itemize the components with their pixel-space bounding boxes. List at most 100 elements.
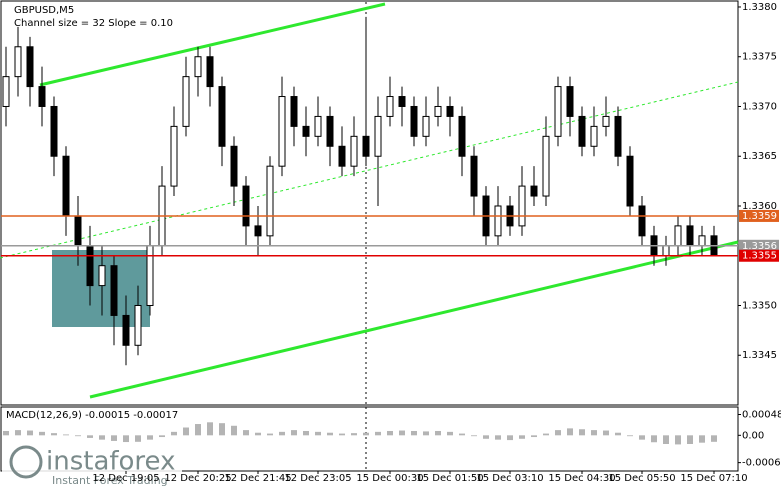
x-tick-label: 15 Dec 03:10 — [476, 473, 543, 484]
main-frame — [0, 0, 739, 406]
candle-body — [410, 105, 418, 137]
y-tick-label: 1.3375 — [742, 52, 777, 63]
macd-bar — [435, 430, 441, 436]
candle-body — [242, 185, 250, 227]
candle-body — [326, 115, 334, 147]
candle-body — [350, 135, 358, 167]
candle-body — [2, 76, 10, 107]
macd-bar — [375, 431, 381, 436]
macd-bar — [267, 433, 273, 436]
candle-body — [518, 185, 526, 227]
macd-bar — [699, 435, 705, 443]
y-tick-label: 1.3365 — [742, 151, 777, 162]
macd-bar — [399, 430, 405, 436]
macd-bar — [711, 435, 717, 442]
candle-body — [314, 115, 322, 137]
macd-bar — [327, 432, 333, 436]
candle-body — [122, 314, 130, 346]
macd-bar — [291, 430, 297, 436]
y-tick-label: 0.00048 — [742, 410, 781, 421]
candle-body — [182, 76, 190, 127]
macd-bar — [87, 435, 93, 438]
channel-lower — [89, 240, 739, 399]
macd-bar — [519, 435, 525, 439]
macd-bar — [63, 434, 69, 436]
candle-body — [374, 115, 382, 157]
candle-body — [566, 86, 574, 117]
macd-bar — [567, 428, 573, 436]
candle-body — [626, 155, 634, 207]
y-tick-label: 1.3370 — [742, 101, 777, 112]
channel-upper — [39, 2, 386, 87]
candle-body — [170, 125, 178, 187]
macd-bar — [231, 425, 237, 436]
macd-bar — [75, 435, 81, 437]
candle-body — [230, 145, 238, 187]
macd-bar — [207, 422, 213, 436]
macd-bar — [171, 431, 177, 436]
y-tick-label: 1.3350 — [742, 300, 777, 311]
price-tag — [739, 249, 779, 262]
candle-body — [62, 155, 70, 217]
candle-body — [422, 115, 430, 137]
candle-body — [446, 105, 454, 117]
macd-bar — [219, 423, 225, 436]
macd-bar — [315, 431, 321, 436]
candle-body — [290, 96, 298, 127]
macd-bar — [111, 435, 117, 441]
macd-bar — [543, 433, 549, 436]
macd-bar — [651, 435, 657, 443]
candle-body — [698, 235, 706, 247]
highlight-zone — [52, 250, 150, 327]
price-tag-label: 1.3355 — [742, 251, 777, 262]
candle-body — [278, 96, 286, 167]
x-tick-label: 15 Dec 04:30 — [548, 473, 615, 484]
macd-bar — [135, 435, 141, 442]
macd-bar — [255, 432, 261, 436]
y-tick-label: -0.00063 — [742, 458, 781, 469]
candle-body — [530, 185, 538, 197]
macd-bar — [27, 430, 33, 436]
macd-bar — [555, 430, 561, 436]
macd-bar — [663, 435, 669, 444]
chart-subtitle: Channel size = 32 Slope = 0.10 — [14, 18, 173, 29]
macd-bar — [447, 431, 453, 436]
macd-bar — [423, 431, 429, 436]
candle-body — [674, 225, 682, 247]
candle-body — [398, 96, 406, 107]
candle-body — [254, 225, 262, 237]
macd-bar — [507, 435, 513, 441]
macd-bar — [39, 431, 45, 436]
macd-bar — [603, 430, 609, 436]
x-tick-label: 15 Dec 07:10 — [680, 473, 747, 484]
price-tag — [739, 209, 779, 222]
candle-body — [110, 265, 118, 316]
candle-body — [98, 265, 106, 287]
candle-body — [434, 105, 442, 117]
macd-bar — [339, 433, 345, 436]
candle-body — [302, 125, 310, 137]
candle-body — [194, 56, 202, 78]
macd-bar — [495, 435, 501, 440]
candle-body — [218, 86, 226, 147]
macd-bar — [411, 430, 417, 436]
macd-title: MACD(12,26,9) -0.00015 -0.00017 — [6, 410, 178, 421]
macd-bar — [243, 430, 249, 436]
candle-body — [50, 105, 58, 157]
macd-bar — [51, 433, 57, 436]
macd-bar — [387, 430, 393, 436]
x-tick-label: 12 Dec 21:45 — [224, 473, 291, 484]
x-tick-label: 12 Dec 23:05 — [284, 473, 351, 484]
candle-body — [578, 115, 586, 147]
macd-bar — [15, 430, 21, 436]
x-tick-label: 15 Dec 05:50 — [608, 473, 675, 484]
macd-bar — [123, 435, 129, 443]
macd-bar — [639, 435, 645, 440]
candle-body — [686, 225, 694, 247]
price-tag-label: 1.3356 — [742, 241, 777, 252]
y-tick-label: 1.3380 — [742, 2, 777, 13]
candle-body — [554, 86, 562, 137]
candle-body — [338, 145, 346, 167]
macd-bar — [531, 435, 537, 438]
